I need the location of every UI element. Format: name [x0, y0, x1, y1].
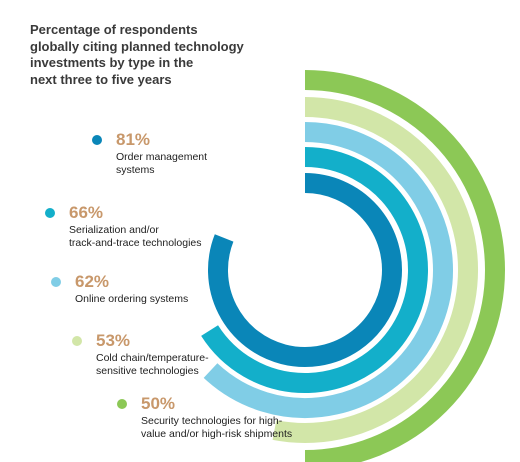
legend-item-cold-chain: 53% Cold chain/temperature- sensitive te… — [72, 331, 209, 378]
legend-label: Cold chain/temperature- sensitive techno… — [96, 352, 209, 377]
arc-serialization — [201, 147, 428, 393]
legend-item-online-ordering: 62% Online ordering systems — [51, 272, 189, 306]
legend-item-serialization: 66% Serialization and/or track-and-trace… — [45, 203, 202, 250]
legend-dot-online-ordering — [51, 277, 61, 287]
legend-label: Security technologies for high- value an… — [141, 415, 293, 440]
legend-label: Serialization and/or track-and-trace tec… — [69, 224, 202, 249]
legend-percent: 62% — [75, 272, 110, 291]
arc-order-management — [208, 173, 402, 367]
legend-dot-cold-chain — [72, 336, 82, 346]
arc-online-ordering — [203, 122, 453, 418]
legend-dot-serialization — [45, 208, 55, 218]
legend-dot-order-management — [92, 135, 102, 145]
legend-percent: 50% — [141, 394, 176, 413]
legend-dot-security — [117, 399, 127, 409]
legend-label: Order management systems — [116, 151, 208, 176]
arc-security — [304, 70, 505, 462]
legend-item-order-management: 81% Order management systems — [92, 130, 208, 177]
legend-item-security: 50% Security technologies for high- valu… — [117, 394, 293, 441]
chart-title: Percentage of respondents globally citin… — [30, 22, 244, 87]
legend-percent: 53% — [96, 331, 131, 350]
arc-cold-chain — [272, 97, 478, 443]
legend-label: Online ordering systems — [75, 293, 189, 305]
legend-percent: 66% — [69, 203, 104, 222]
legend-percent: 81% — [116, 130, 151, 149]
